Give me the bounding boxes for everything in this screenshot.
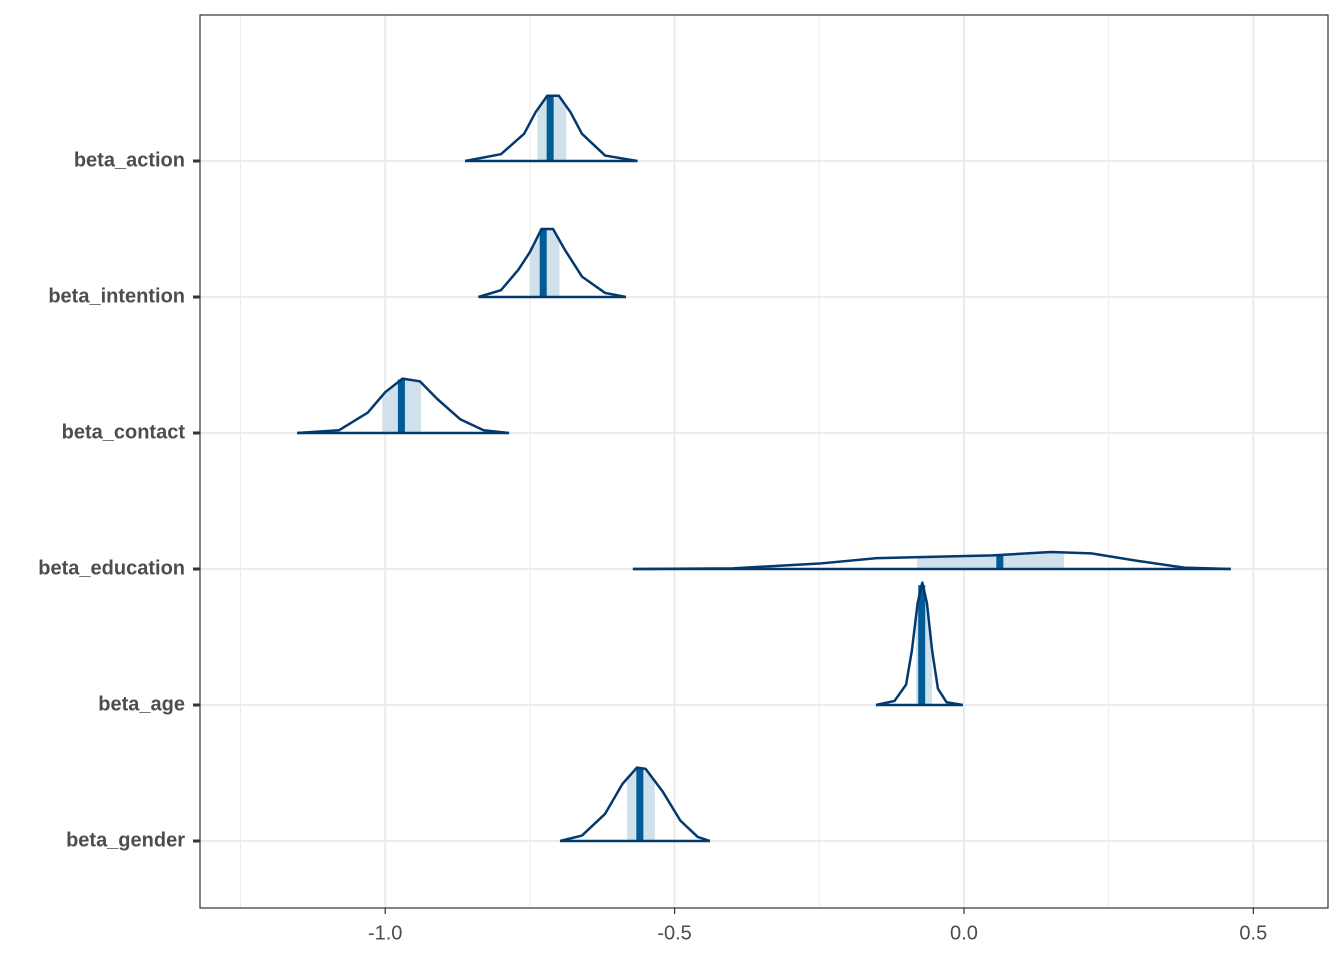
x-tick-label: 0.0 (950, 922, 978, 944)
density-curve (464, 94, 638, 163)
axes: -1.0 -0.5 0.0 0.5 beta_action beta_intentionb… (38, 149, 1267, 944)
x-tick-label: 0.5 (1239, 922, 1267, 944)
density-curve (478, 227, 627, 299)
y-tick-label: beta_intention (48, 285, 185, 307)
y-tick-label: beta_action (74, 149, 185, 171)
marks (297, 94, 1231, 843)
y-tick-label: beta_gender (66, 829, 185, 851)
x-tick-label: -1.0 (368, 922, 402, 944)
density-curve (632, 550, 1231, 571)
y-tick-label: beta_contact (62, 421, 186, 443)
panel-border (199, 14, 1329, 909)
density-curve (875, 581, 964, 707)
density-curve (297, 377, 510, 435)
y-tick-label: beta_age (98, 693, 185, 715)
density-curve (559, 766, 711, 843)
x-tick-label: -0.5 (657, 922, 691, 944)
interval-area (917, 552, 1065, 569)
y-tick-label: beta_education (38, 557, 185, 579)
